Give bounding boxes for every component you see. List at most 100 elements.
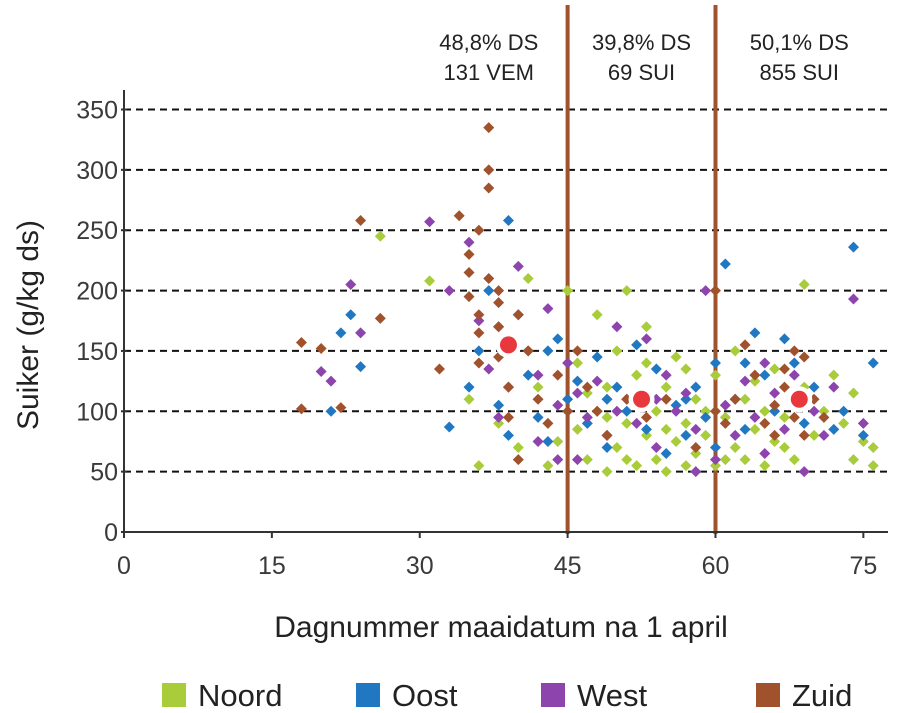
point-noord-39	[729, 441, 741, 453]
point-oost-5	[463, 381, 475, 393]
point-noord-23	[640, 429, 652, 441]
point-zuid-5	[374, 312, 386, 324]
point-noord-0	[374, 230, 386, 242]
point-oost-14	[552, 333, 564, 345]
point-zuid-18	[493, 285, 505, 297]
point-zuid-37	[709, 405, 721, 417]
point-noord-30	[670, 351, 682, 363]
point-zuid-1	[295, 403, 307, 415]
point-noord-1	[424, 275, 436, 287]
point-noord-4	[493, 417, 505, 429]
point-west-19	[591, 375, 603, 387]
point-oost-19	[601, 441, 613, 453]
point-west-23	[631, 417, 643, 429]
point-noord-33	[690, 393, 702, 405]
point-noord-53	[808, 429, 820, 441]
point-noord-19	[621, 417, 633, 429]
point-zuid-15	[483, 182, 495, 194]
point-noord-59	[857, 435, 869, 447]
point-west-48	[571, 387, 583, 399]
point-west-9	[493, 411, 505, 423]
point-west-34	[739, 375, 751, 387]
point-zuid-16	[483, 272, 495, 284]
point-west-26	[660, 369, 672, 381]
point-zuid-12	[473, 357, 485, 369]
point-zuid-48	[798, 351, 810, 363]
point-west-38	[778, 423, 790, 435]
point-noord-48	[769, 363, 781, 375]
point-west-30	[700, 285, 712, 297]
point-zuid-56	[463, 266, 475, 278]
point-oost-39	[798, 417, 810, 429]
point-zuid-45	[788, 411, 800, 423]
point-noord-46	[759, 405, 771, 417]
point-zuid-41	[749, 369, 761, 381]
point-oost-9	[502, 215, 514, 227]
point-zuid-43	[769, 399, 781, 411]
legend-swatch-west	[541, 683, 565, 707]
point-west-40	[798, 466, 810, 478]
point-zuid-8	[463, 248, 475, 260]
point-noord-58	[847, 387, 859, 399]
point-zuid-50	[818, 411, 830, 423]
x-tick-75: 75	[849, 552, 877, 580]
annotation-1-line-0: 39,8% DS	[592, 30, 691, 55]
point-noord-29	[670, 435, 682, 447]
point-noord-69	[601, 411, 613, 423]
point-west-51	[690, 466, 702, 478]
period-annotations: 48,8% DS 131 VEM 39,8% DS 69 SUI 50,1% DS 855…	[439, 30, 849, 85]
point-noord-27	[660, 381, 672, 393]
point-oost-37	[778, 333, 790, 345]
point-noord-17	[611, 441, 623, 453]
point-noord-11	[571, 357, 583, 369]
point-oost-8	[493, 399, 505, 411]
point-zuid-54	[769, 429, 781, 441]
annotation-2-line-1: 855 SUI	[760, 60, 840, 85]
point-oost-45	[867, 357, 879, 369]
point-noord-6	[522, 272, 534, 284]
point-oost-22	[631, 339, 643, 351]
point-oost-13	[542, 435, 554, 447]
point-oost-26	[670, 399, 682, 411]
point-west-25	[650, 441, 662, 453]
point-oost-2	[345, 309, 357, 321]
x-tick-45: 45	[554, 552, 582, 580]
point-oost-43	[847, 241, 859, 253]
point-noord-68	[680, 363, 692, 375]
point-noord-12	[581, 454, 593, 466]
point-zuid-32	[601, 429, 613, 441]
point-oost-36	[769, 405, 781, 417]
point-oost-44	[857, 429, 869, 441]
point-west-1	[325, 375, 337, 387]
legend-label-oost: Oost	[392, 678, 458, 713]
point-west-29	[690, 423, 702, 435]
point-zuid-34	[640, 411, 652, 423]
point-noord-3	[473, 460, 485, 472]
legend: Noord Oost West Zuid	[162, 678, 852, 713]
point-oost-7	[483, 285, 495, 297]
point-west-13	[532, 435, 544, 447]
point-zuid-57	[502, 411, 514, 423]
annotation-0-line-0: 48,8% DS	[439, 30, 538, 55]
y-tick-350: 350	[76, 96, 118, 124]
point-noord-20	[621, 285, 633, 297]
annotation-2-line-0: 50,1% DS	[750, 30, 849, 55]
point-west-52	[759, 357, 771, 369]
point-west-6	[463, 236, 475, 248]
point-west-0	[315, 365, 327, 377]
point-oost-12	[532, 411, 544, 423]
point-oost-3	[355, 361, 367, 373]
point-noord-10	[571, 423, 583, 435]
point-noord-40	[729, 345, 741, 357]
point-noord-47	[769, 435, 781, 447]
point-oost-11	[522, 369, 534, 381]
point-noord-21	[631, 460, 643, 472]
point-noord-64	[640, 357, 652, 369]
point-oost-29	[700, 411, 712, 423]
point-oost-17	[581, 417, 593, 429]
point-zuid-46	[788, 345, 800, 357]
point-oost-24	[650, 363, 662, 375]
annotation-0-line-1: 131 VEM	[443, 60, 534, 85]
axes	[123, 90, 888, 533]
point-zuid-28	[562, 405, 574, 417]
